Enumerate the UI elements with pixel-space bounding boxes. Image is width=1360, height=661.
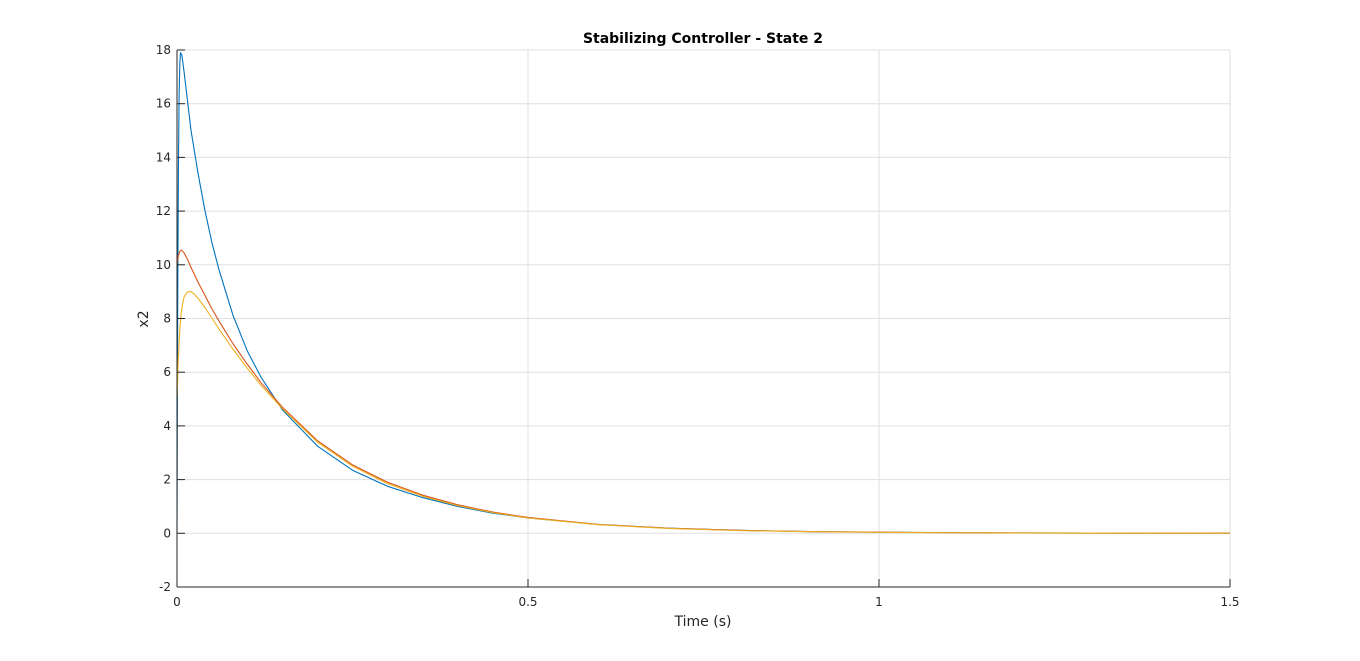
x-tick-label: 0 — [173, 595, 181, 609]
y-axis-label: x2 — [136, 310, 152, 327]
x-axis-label: Time (s) — [674, 614, 732, 630]
x-tick-label: 1.5 — [1220, 595, 1239, 609]
series-line-3 — [176, 291, 1231, 534]
x-tick-label: 1 — [875, 595, 883, 609]
y-tick-label: 14 — [156, 150, 171, 164]
y-tick-label: -2 — [159, 580, 171, 594]
x-ticks: 0 0.5 1 1.5 — [173, 579, 1240, 609]
y-tick-label: 8 — [163, 312, 171, 326]
y-ticks: -2 0 2 4 6 8 10 12 14 16 18 — [156, 43, 185, 594]
y-tick-label: 0 — [163, 526, 171, 540]
y-tick-label: 4 — [163, 419, 171, 433]
chart-title: Stabilizing Controller - State 2 — [583, 31, 823, 47]
y-tick-label: 12 — [156, 204, 171, 218]
y-tick-label: 6 — [163, 365, 171, 379]
y-tick-label: 10 — [156, 258, 171, 272]
y-tick-label: 2 — [163, 473, 171, 487]
y-tick-label: 18 — [156, 43, 171, 57]
x-tick-label: 0.5 — [518, 595, 537, 609]
series-layer — [176, 52, 1231, 534]
y-tick-label: 16 — [156, 97, 171, 111]
